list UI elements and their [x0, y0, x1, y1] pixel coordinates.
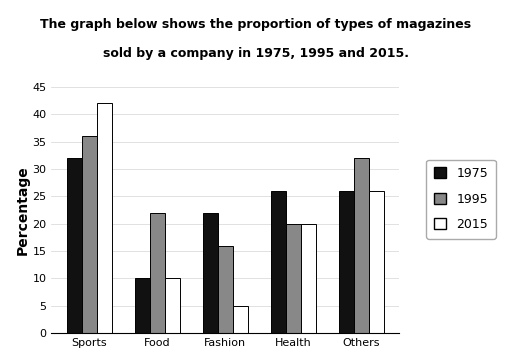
Bar: [271, 191, 286, 333]
Bar: [339, 191, 354, 333]
Text: sold by a company in 1975, 1995 and 2015.: sold by a company in 1975, 1995 and 2015…: [103, 47, 409, 60]
Bar: [150, 213, 165, 333]
Bar: [286, 224, 301, 333]
Bar: [67, 158, 82, 333]
Bar: [369, 191, 383, 333]
Bar: [165, 278, 180, 333]
Bar: [354, 158, 369, 333]
Bar: [135, 278, 150, 333]
Bar: [82, 136, 97, 333]
Bar: [218, 245, 233, 333]
Y-axis label: Percentage: Percentage: [15, 165, 29, 255]
Text: The graph below shows the proportion of types of magazines: The graph below shows the proportion of …: [40, 18, 472, 31]
Bar: [301, 224, 315, 333]
Bar: [97, 103, 112, 333]
Bar: [233, 306, 248, 333]
Bar: [203, 213, 218, 333]
Legend: 1975, 1995, 2015: 1975, 1995, 2015: [426, 160, 496, 239]
